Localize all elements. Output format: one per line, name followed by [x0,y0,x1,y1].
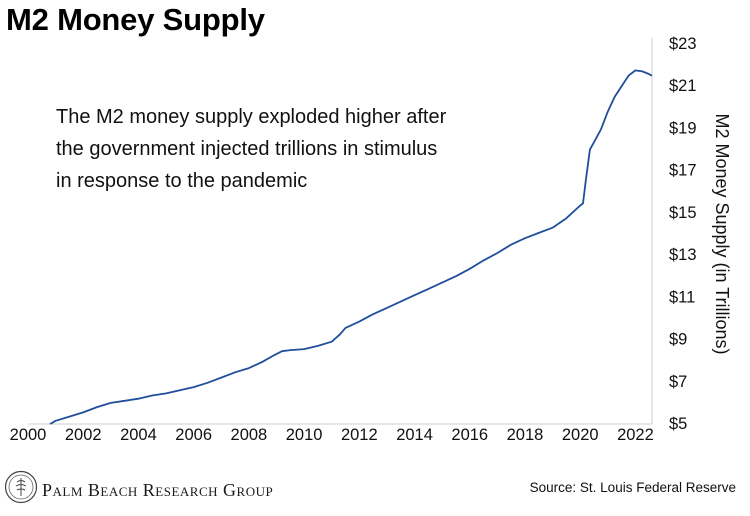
brand-name: Palm Beach Research Group [42,480,274,500]
x-tick-label: 2010 [286,426,323,444]
y-tick-label: $11 [669,288,695,306]
chart-annotation: The M2 money supply exploded higher afte… [56,106,447,192]
series-line [49,69,653,425]
x-tick-label: 2020 [562,426,599,444]
source-note: Source: St. Louis Federal Reserve [529,480,736,495]
x-tick-label: 2022 [617,426,654,444]
line-chart: The M2 money supply exploded higher afte… [10,35,732,444]
y-tick-label: $13 [669,246,697,264]
seal-icon [4,470,38,504]
annotation-line-2: the government injected trillions in sti… [56,138,437,160]
page-title: M2 Money Supply [6,2,265,37]
x-tick-label: 2016 [451,426,488,444]
y-axis-title: M2 Money Supply (in Trillions) [712,113,732,354]
annotation-line-1: The M2 money supply exploded higher afte… [56,106,447,128]
y-tick-label: $23 [669,35,697,53]
x-tick-label: 2018 [507,426,544,444]
y-tick-label: $7 [669,373,687,391]
x-tick-label: 2004 [120,426,157,444]
x-tick-labels: 2000 2002 2004 2006 2008 2010 2012 2014 2016 2018… [10,426,654,444]
y-tick-label: $21 [669,77,697,95]
x-tick-label: 2000 [10,426,47,444]
y-tick-label: $17 [669,162,697,180]
y-tick-label: $5 [669,415,687,433]
y-tick-labels: $5 $7 $9 $11 $13 $15 $17 $19 $21 $23 [669,35,697,433]
axes-group [28,38,653,425]
annotation-line-3: in response to the pandemic [56,170,307,192]
x-tick-label: 2012 [341,426,378,444]
series-group [49,69,653,425]
x-tick-label: 2014 [396,426,433,444]
y-tick-label: $15 [669,204,697,222]
x-tick-label: 2008 [231,426,268,444]
y-tick-label: $9 [669,331,687,349]
y-tick-label: $19 [669,119,697,137]
x-tick-label: 2002 [65,426,102,444]
x-tick-label: 2006 [175,426,212,444]
